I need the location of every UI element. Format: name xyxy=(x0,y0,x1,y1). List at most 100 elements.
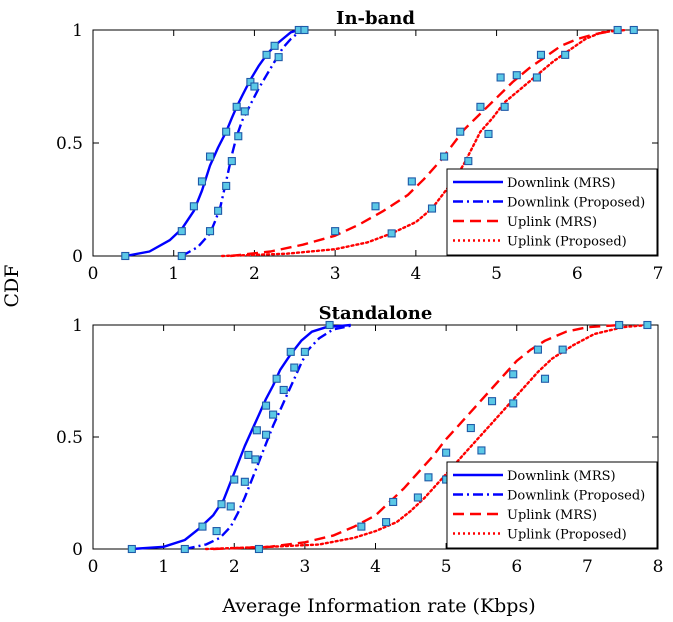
series-marker xyxy=(205,152,215,161)
x-tick-label: 8 xyxy=(653,557,664,577)
series-marker xyxy=(217,500,226,509)
series-marker xyxy=(536,50,546,59)
series-marker xyxy=(254,544,264,554)
series-marker xyxy=(180,544,189,554)
legend: Downlink (MRS) Downlink (Proposed) Uplink … xyxy=(446,168,658,256)
x-tick-label: 5 xyxy=(441,557,452,577)
series-marker xyxy=(279,385,288,395)
series-marker xyxy=(456,127,465,136)
x-tick-label: 3 xyxy=(299,557,310,577)
series-marker xyxy=(382,518,391,527)
series-marker xyxy=(464,157,473,166)
series-marker xyxy=(286,347,295,356)
legend-label: Downlink (MRS) xyxy=(507,176,616,191)
x-tick-label: 7 xyxy=(653,264,664,284)
series-marker xyxy=(561,50,570,59)
series-marker xyxy=(615,320,624,330)
series-marker xyxy=(509,399,518,408)
series-marker xyxy=(500,102,509,111)
x-tick-label: 0 xyxy=(88,557,99,577)
series-marker xyxy=(226,502,235,511)
series-marker xyxy=(251,455,260,464)
series-marker xyxy=(261,401,271,410)
series-marker xyxy=(240,477,249,486)
series-marker xyxy=(613,25,622,35)
x-tick-label: 1 xyxy=(168,264,179,284)
series-marker xyxy=(127,544,136,554)
series-marker xyxy=(533,345,542,354)
x-tick-label: 5 xyxy=(491,264,502,284)
series-marker xyxy=(250,82,259,91)
x-tick-label: 6 xyxy=(511,557,522,577)
series-marker xyxy=(331,227,340,236)
series-line xyxy=(184,323,355,551)
series-marker xyxy=(177,227,186,236)
legend-box xyxy=(446,461,658,549)
series-marker xyxy=(325,320,334,330)
legend-label: Downlink (MRS) xyxy=(507,469,616,484)
series-marker xyxy=(440,152,449,161)
y-tick-label: 1 xyxy=(72,316,83,336)
series-marker xyxy=(198,522,207,531)
series-marker xyxy=(476,102,485,111)
series-marker xyxy=(222,127,231,136)
series-marker xyxy=(177,251,186,261)
series-marker xyxy=(234,132,243,141)
series-marker xyxy=(389,497,398,507)
series-marker xyxy=(232,102,241,111)
series-line xyxy=(213,323,620,551)
series-marker xyxy=(512,71,521,80)
x-tick-label: 1 xyxy=(158,557,169,577)
series-marker xyxy=(290,363,299,372)
series-marker xyxy=(262,50,271,59)
y-tick-label: 1 xyxy=(72,21,83,41)
x-tick-label: 2 xyxy=(249,264,260,284)
series-marker xyxy=(214,206,223,215)
series-marker xyxy=(261,430,271,439)
legend-box xyxy=(446,168,658,256)
series-marker xyxy=(424,473,433,482)
legend-label: Downlink (Proposed) xyxy=(507,489,645,504)
series-marker xyxy=(466,423,475,433)
legend-label: Uplink (MRS) xyxy=(507,508,597,523)
x-tick-label: 3 xyxy=(330,264,341,284)
series-marker xyxy=(270,41,279,50)
y-tick-label: 0.5 xyxy=(56,134,83,154)
series-marker xyxy=(484,129,493,139)
series-marker xyxy=(272,374,281,383)
series-marker xyxy=(407,177,416,186)
series-marker xyxy=(222,181,231,190)
series-marker xyxy=(427,204,437,213)
shared-y-axis-label: CDF xyxy=(1,265,23,308)
series-line xyxy=(131,323,351,551)
series-marker xyxy=(371,202,380,211)
series-line xyxy=(125,28,300,258)
series-marker xyxy=(269,410,278,419)
series-marker xyxy=(121,251,130,261)
panel-title: Standalone xyxy=(319,303,433,324)
series-marker xyxy=(629,25,638,35)
y-tick-label: 0.5 xyxy=(56,428,83,448)
x-tick-label: 2 xyxy=(229,557,240,577)
series-marker xyxy=(212,527,221,536)
y-tick-label: 0 xyxy=(72,540,83,560)
x-tick-label: 0 xyxy=(88,264,99,284)
legend-label: Downlink (Proposed) xyxy=(507,196,645,211)
legend-label: Uplink (MRS) xyxy=(507,215,597,230)
series-marker xyxy=(496,73,505,82)
series-marker xyxy=(274,53,283,62)
y-tick-label: 0 xyxy=(72,247,83,267)
series-marker xyxy=(357,522,366,531)
series-marker xyxy=(300,25,309,35)
series-marker xyxy=(509,370,518,379)
series-marker xyxy=(477,446,486,455)
series-marker xyxy=(540,374,550,383)
x-tick-label: 6 xyxy=(572,264,583,284)
series-marker xyxy=(487,397,497,406)
x-tick-label: 4 xyxy=(410,264,421,284)
series-marker xyxy=(413,493,422,502)
series-marker xyxy=(300,347,309,356)
legend-label: Uplink (Proposed) xyxy=(507,528,627,543)
